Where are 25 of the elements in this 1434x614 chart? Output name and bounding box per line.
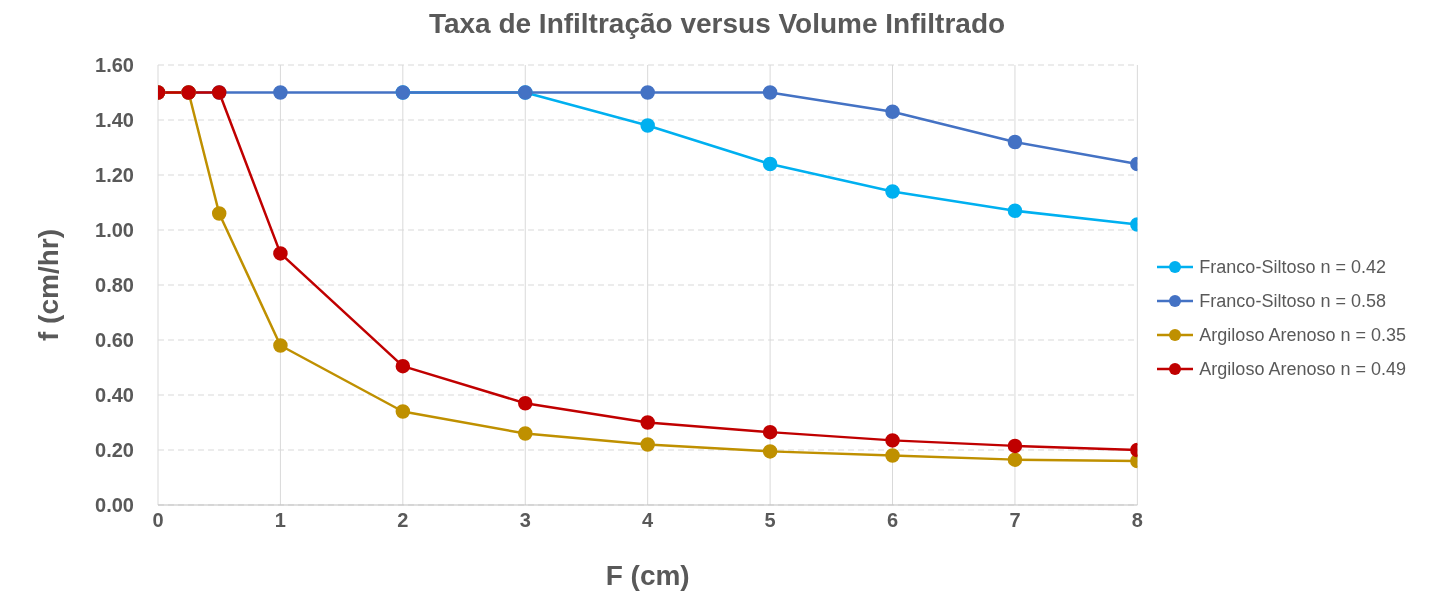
x-tick-label: 5 [764, 509, 776, 532]
y-tick-label: 1.00 [95, 219, 134, 242]
x-tick-label: 0 [152, 509, 164, 532]
x-tick-label: 2 [397, 509, 409, 532]
x-axis-title: F (cm) [605, 560, 690, 591]
x-tick-label: 1 [274, 509, 286, 532]
y-tick-label: 1.60 [95, 54, 134, 77]
legend-label: Franco-Siltoso n = 0.42 [1199, 255, 1386, 279]
x-tick-label: 8 [1131, 509, 1143, 532]
legend-label: Argiloso Arenoso n = 0.49 [1199, 357, 1406, 381]
chart-title: Taxa de Infiltração versus Volume Infiltrado [427, 8, 1007, 40]
y-tick-label: 1.40 [95, 109, 134, 132]
legend-label: Argiloso Arenoso n = 0.35 [1199, 323, 1406, 347]
x-tick-label: 3 [519, 509, 531, 532]
legend-label: Franco-Siltoso n = 0.58 [1199, 289, 1386, 313]
y-tick-label: 0.00 [95, 494, 134, 517]
y-tick-label: 0.80 [95, 274, 134, 297]
y-axis-title: f (cm/hr) [32, 229, 64, 341]
x-tick-label: 4 [642, 509, 655, 532]
y-tick-label: 1.20 [95, 164, 134, 187]
y-tick-label: 0.60 [95, 329, 134, 352]
x-tick-label: 6 [886, 509, 899, 532]
y-tick-label: 0.40 [95, 384, 134, 407]
x-tick-label: 7 [1009, 509, 1021, 532]
y-tick-label: 0.20 [95, 439, 134, 462]
